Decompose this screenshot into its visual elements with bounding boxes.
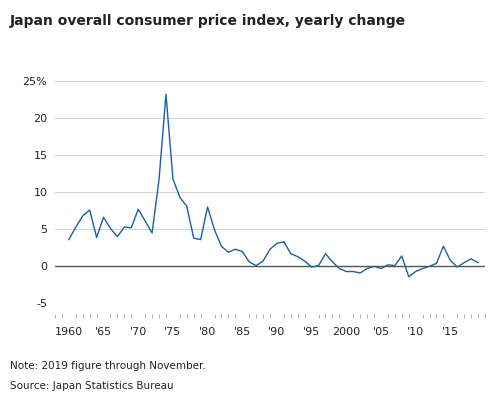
Text: Source: Japan Statistics Bureau: Source: Japan Statistics Bureau <box>10 381 173 392</box>
Text: Japan overall consumer price index, yearly change: Japan overall consumer price index, year… <box>10 14 406 28</box>
Text: Note: 2019 figure through November.: Note: 2019 figure through November. <box>10 361 206 371</box>
